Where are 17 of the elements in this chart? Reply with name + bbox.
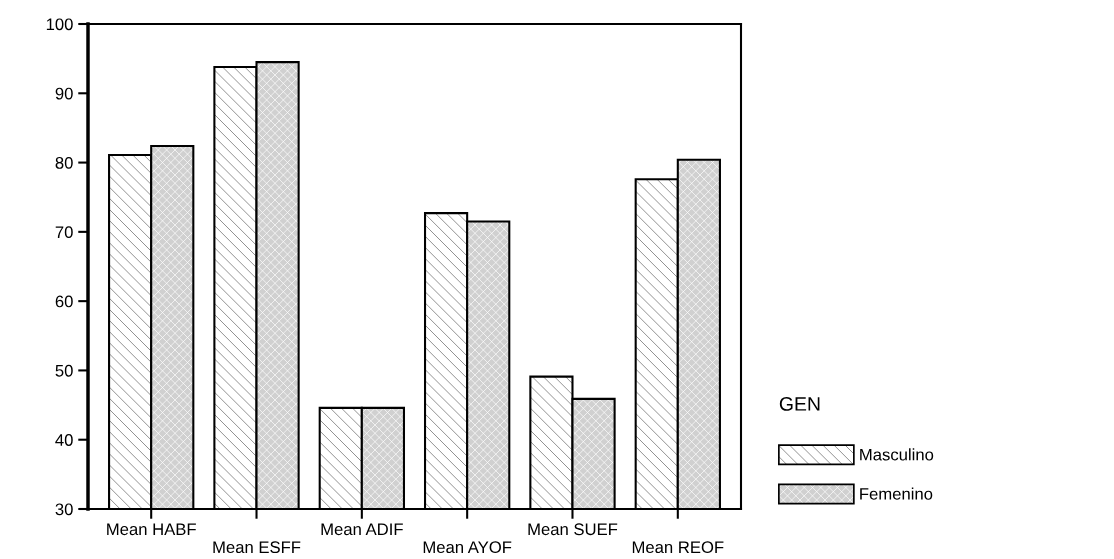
y-tick-label: 30 xyxy=(55,503,73,516)
legend-label: Masculino xyxy=(860,448,934,461)
x-tick-label: Mean SUEF xyxy=(528,523,618,536)
y-tick-label: 50 xyxy=(55,364,73,377)
legend-label: Femenino xyxy=(860,487,933,500)
y-tick-label: 100 xyxy=(46,18,73,31)
y-tick-label: 70 xyxy=(55,226,73,239)
x-tick-label: Mean ADIF xyxy=(321,523,403,536)
x-tick-label: Mean AYOF xyxy=(423,541,512,554)
x-tick-label: Mean REOF xyxy=(632,541,724,554)
legend-title: GEN xyxy=(779,397,820,411)
y-tick-label: 80 xyxy=(55,156,73,169)
y-tick-label: 90 xyxy=(55,87,73,100)
x-tick-label: Mean HABF xyxy=(107,523,196,536)
y-tick-label: 60 xyxy=(55,295,73,308)
y-tick-label: 40 xyxy=(55,434,73,446)
x-tick-label: Mean ESFF xyxy=(213,541,301,554)
